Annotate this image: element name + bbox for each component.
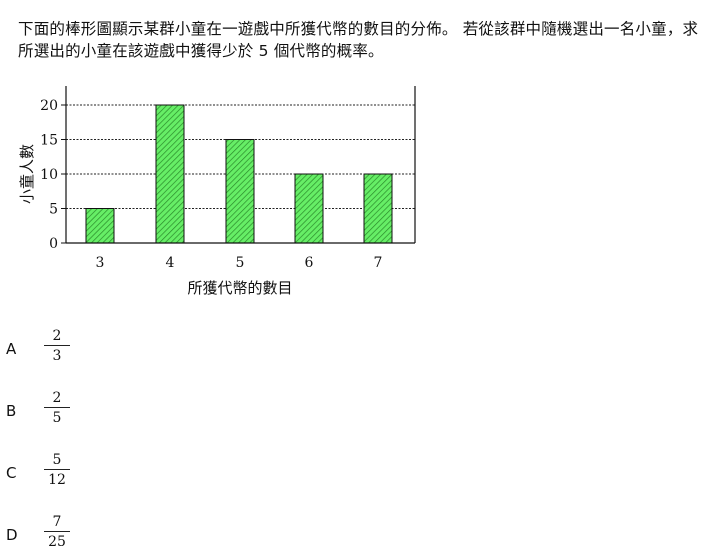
option-c-denominator: 12 bbox=[48, 472, 66, 488]
option-b-letter: B bbox=[6, 402, 17, 420]
fraction-bar bbox=[44, 469, 70, 470]
bar-3 bbox=[85, 208, 115, 244]
option-d-numerator: 7 bbox=[52, 514, 62, 530]
option-a-numerator: 2 bbox=[52, 328, 62, 344]
y-tick-label: 20 bbox=[40, 98, 58, 114]
option-b-numerator: 2 bbox=[52, 390, 62, 406]
option-c-numerator: 5 bbox=[52, 452, 62, 468]
bar-6 bbox=[294, 173, 324, 244]
option-d-fraction: 7 25 bbox=[44, 514, 70, 550]
bar-4 bbox=[155, 104, 185, 244]
option-d-letter: D bbox=[6, 526, 18, 544]
option-a-letter: A bbox=[6, 340, 17, 358]
option-a-fraction: 2 3 bbox=[44, 328, 70, 364]
x-tick-label: 7 bbox=[374, 255, 383, 271]
x-tick-label: 3 bbox=[96, 255, 105, 271]
option-c-letter: C bbox=[6, 464, 17, 482]
y-tick-label: 0 bbox=[49, 236, 58, 252]
fraction-bar bbox=[44, 531, 70, 532]
bar-7 bbox=[363, 173, 393, 244]
option-b-denominator: 5 bbox=[52, 410, 62, 426]
option-b-fraction: 2 5 bbox=[44, 390, 70, 426]
y-tick-label: 15 bbox=[40, 133, 58, 149]
bar-5 bbox=[225, 139, 255, 244]
option-a-denominator: 3 bbox=[52, 348, 62, 364]
y-tick-label: 5 bbox=[49, 202, 58, 218]
option-d-denominator: 25 bbox=[48, 534, 66, 550]
fraction-bar bbox=[44, 407, 70, 408]
x-axis-label: 所獲代幣的數目 bbox=[187, 279, 292, 297]
y-axis-label: 小童人數 bbox=[18, 144, 36, 204]
x-tick-label: 4 bbox=[166, 255, 175, 271]
x-tick-label: 6 bbox=[305, 255, 314, 271]
fraction-bar bbox=[44, 345, 70, 346]
option-c-fraction: 5 12 bbox=[44, 452, 70, 488]
question-text: 下面的棒形圖顯示某群小童在一遊戲中所獲代幣的數目的分佈。 若從該群中隨機選出一名… bbox=[18, 20, 699, 60]
x-tick-label: 5 bbox=[236, 255, 245, 271]
y-tick-label: 10 bbox=[40, 167, 58, 183]
